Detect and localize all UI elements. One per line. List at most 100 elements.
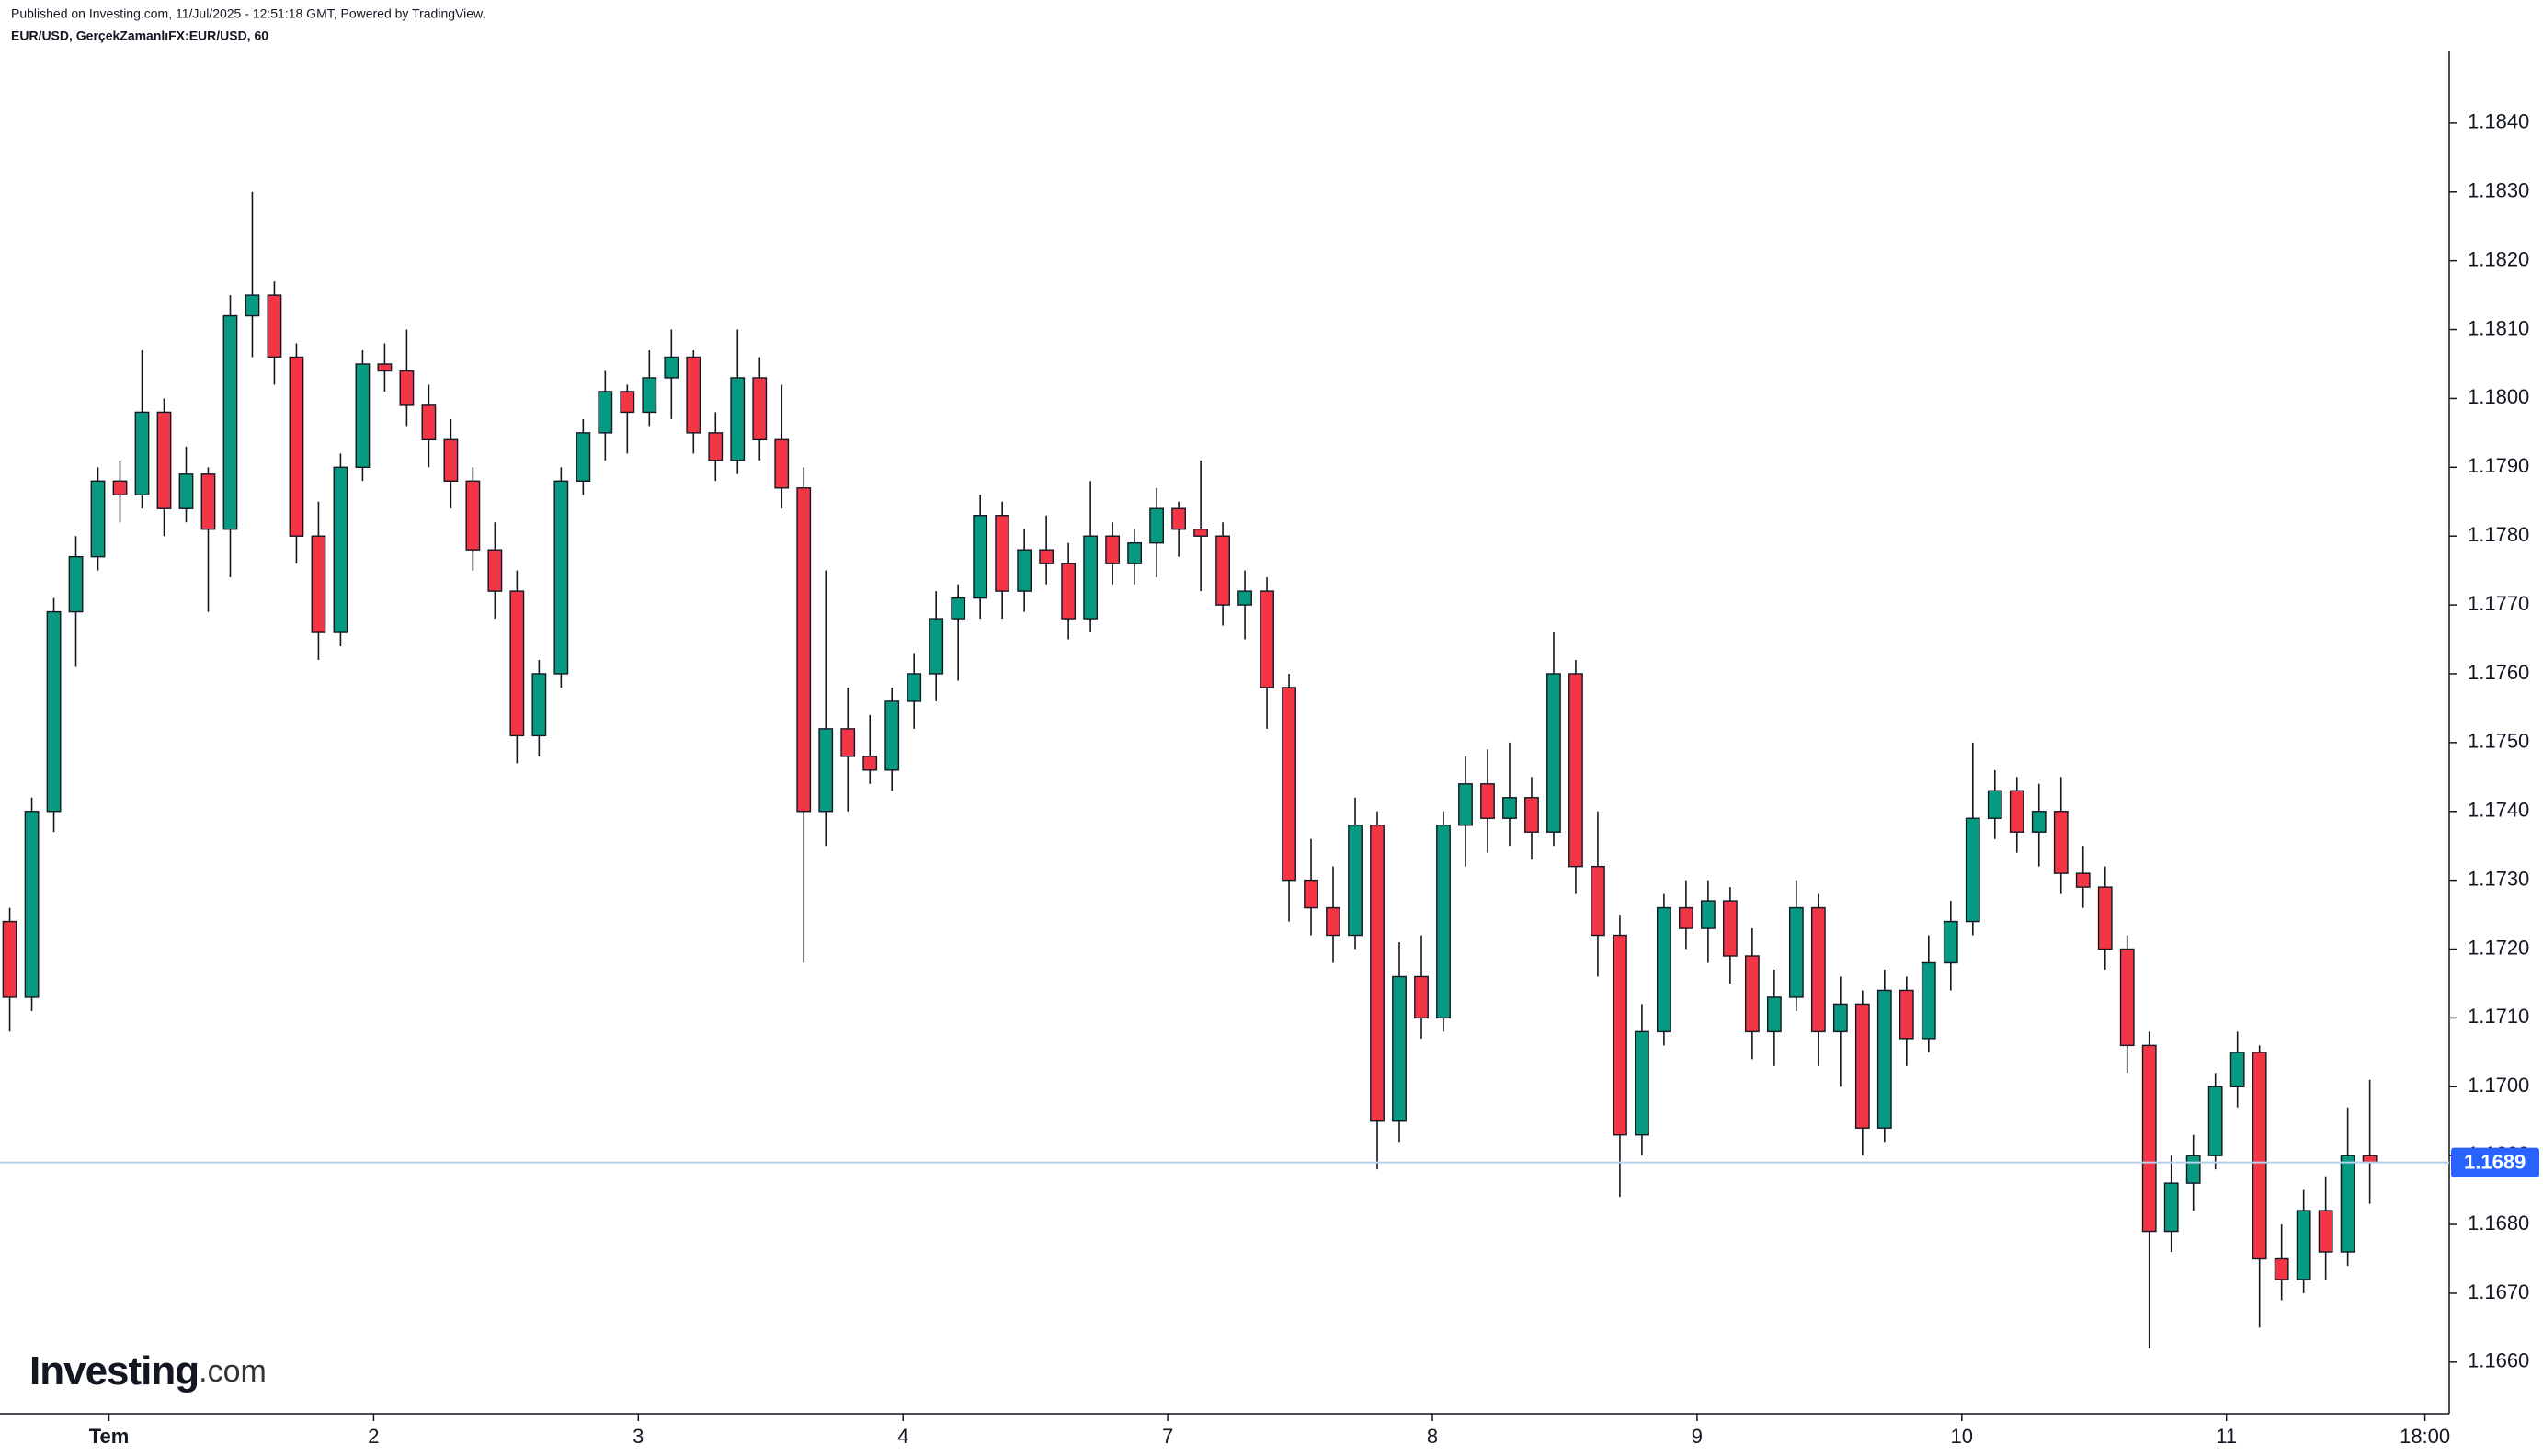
candle-body: [708, 432, 724, 461]
y-tick-label: 1.1780: [2468, 523, 2529, 546]
y-tick-label: 1.1680: [2468, 1211, 2529, 1234]
candle-body: [487, 549, 503, 592]
candle-body: [2031, 811, 2047, 833]
candle-body: [642, 377, 657, 414]
candle-body: [884, 700, 900, 771]
y-tick-label: 1.1790: [2468, 454, 2529, 477]
candle-body: [686, 356, 701, 434]
candle-body: [377, 363, 393, 372]
candle-body: [2053, 811, 2069, 874]
candle-body: [245, 294, 260, 317]
candle-body: [2252, 1052, 2267, 1260]
candle-body: [2207, 1086, 2223, 1156]
x-tick-label: 4: [897, 1425, 908, 1448]
candle-body: [2141, 1044, 2157, 1233]
candle-body: [2119, 948, 2135, 1047]
candle-body: [553, 480, 569, 675]
candle-body: [2318, 1210, 2333, 1253]
candle-body: [2009, 790, 2024, 833]
candle-body: [1744, 955, 1760, 1033]
candle-body: [2274, 1257, 2289, 1280]
candle-body: [1260, 590, 1274, 688]
plot-area: [2, 191, 2378, 1348]
candle-body: [1105, 535, 1121, 564]
symbol-label: EUR/USD, GerçekZamanlıFX:EUR/USD, 60: [11, 28, 268, 43]
candle-body: [465, 480, 481, 551]
y-tick-label: 1.1740: [2468, 799, 2529, 822]
x-tick-label: 10: [1951, 1425, 1973, 1448]
candle-body: [90, 480, 106, 558]
x-tick-label: 2: [368, 1425, 379, 1448]
candle-body: [1591, 865, 1605, 937]
candle-body: [1613, 934, 1627, 1136]
x-tick-label: 9: [1692, 1425, 1703, 1448]
last-price-label: 1.1689: [2464, 1150, 2526, 1173]
candle-body: [1832, 1003, 1848, 1033]
candle-body: [2229, 1052, 2245, 1087]
candle-body: [995, 515, 1010, 592]
candle-body: [1854, 1003, 1870, 1129]
candle-body: [289, 356, 304, 537]
candle-body: [1700, 900, 1716, 929]
candle-body: [1326, 906, 1340, 937]
candle-body: [1546, 673, 1561, 833]
candle-body: [1348, 825, 1363, 937]
candle-body: [46, 610, 62, 813]
candle-body: [267, 294, 282, 358]
candle-body: [1193, 529, 1208, 537]
candle-body: [1392, 975, 1407, 1122]
candle-body: [1657, 906, 1671, 1033]
candle-body: [24, 811, 40, 998]
candle-body: [1943, 920, 1958, 964]
candle-body: [443, 438, 459, 482]
candle-body: [1766, 996, 1782, 1033]
candle-body: [421, 404, 437, 441]
x-tick-label: 3: [633, 1425, 644, 1448]
candle-body: [620, 391, 635, 414]
candle-body: [1017, 549, 1032, 592]
candle-body: [2163, 1182, 2179, 1233]
y-tick-label: 1.1820: [2468, 247, 2529, 270]
candle-body: [1876, 989, 1892, 1129]
candle-body: [134, 411, 150, 495]
candle-body: [796, 487, 812, 813]
logo-brand: Investing: [29, 1348, 199, 1393]
candle-body: [840, 728, 856, 757]
y-tick-label: 1.1720: [2468, 936, 2529, 959]
candle-body: [1414, 975, 1429, 1019]
x-tick-label: Tem: [89, 1425, 130, 1448]
candle-body: [598, 391, 613, 434]
candle-body: [862, 756, 878, 771]
candle-body: [1127, 541, 1143, 564]
candle-body: [1568, 673, 1583, 868]
candle-body: [200, 473, 216, 530]
candle-body: [399, 370, 415, 406]
candle-body: [1810, 906, 1826, 1033]
last-price-box: [2451, 1147, 2539, 1177]
candle-body: [774, 438, 790, 489]
candle-body: [1480, 783, 1495, 819]
candle-body: [1722, 900, 1738, 957]
candle-body: [1039, 549, 1055, 564]
candle-body: [112, 480, 128, 495]
candle-body: [907, 673, 922, 702]
candle-body: [2075, 872, 2091, 888]
y-tick-label: 1.1830: [2468, 179, 2529, 202]
candle-body: [1921, 961, 1936, 1040]
y-tick-label: 1.1840: [2468, 110, 2529, 133]
candle-body: [2185, 1155, 2201, 1184]
y-tick-label: 1.1760: [2468, 661, 2529, 684]
y-tick-label: 1.1700: [2468, 1074, 2529, 1097]
candle-body: [929, 618, 944, 675]
logo-suffix: .com: [199, 1354, 267, 1389]
candle-body: [664, 356, 679, 379]
candle-body: [1502, 797, 1517, 819]
candle-body: [1436, 825, 1451, 1019]
candle-body: [531, 673, 547, 737]
candle-body: [1237, 590, 1252, 606]
candle-body: [2340, 1155, 2355, 1253]
candle-body: [973, 515, 988, 599]
x-tick-label: 18:00: [2400, 1425, 2450, 1448]
y-tick-label: 1.1770: [2468, 592, 2529, 615]
